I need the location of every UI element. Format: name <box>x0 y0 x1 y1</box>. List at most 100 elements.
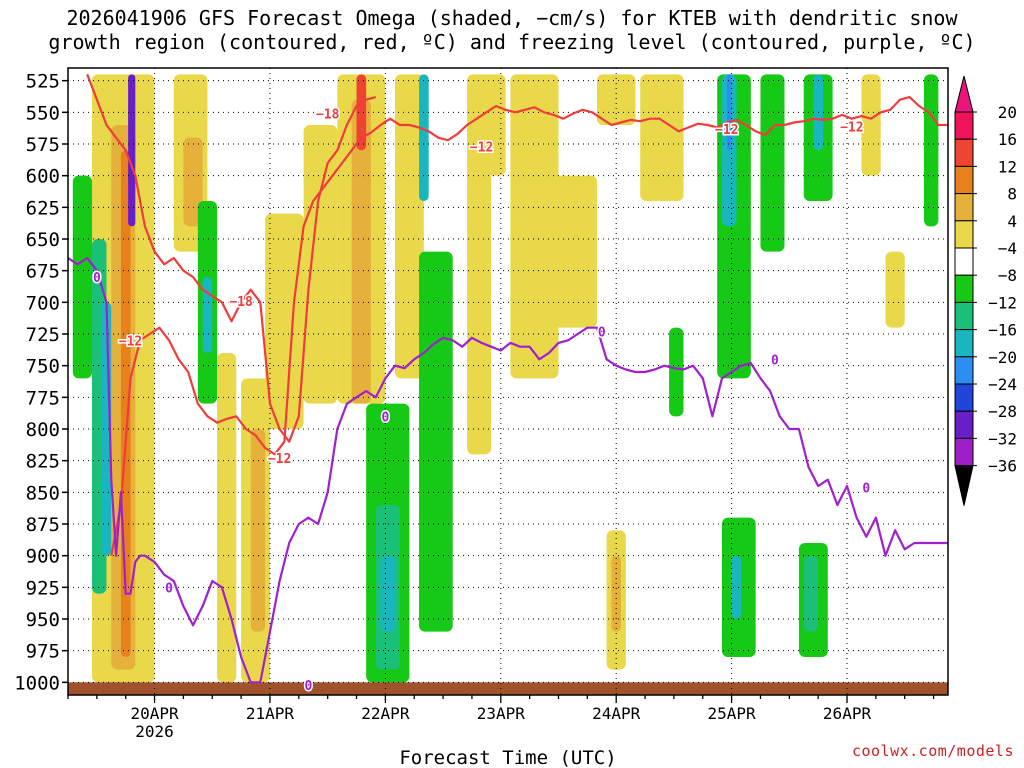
colorbar: 20 16 12 8 4 −4 −8 −12 −16 −20 −24 −28 −32 −36 <box>954 75 1017 506</box>
contour-label-4: −12 <box>840 120 863 135</box>
omega-region-44 <box>861 74 881 176</box>
x-tick-label-22APR: 22APR <box>361 704 410 723</box>
omega-region-21 <box>380 555 395 632</box>
colorbar-label-5: −4 <box>998 239 1017 258</box>
contour-labels: −18 −18 −12 −12 −12 −12 −12 0 0 0 0 0 0 0 <box>91 106 871 695</box>
omega-region-46 <box>923 74 939 227</box>
y-tick-label-1000: 1000 <box>14 672 60 694</box>
colorbar-band-3 <box>954 193 974 222</box>
colorbar-label-9: −20 <box>988 348 1017 367</box>
contour-label-0: −18 <box>316 108 340 123</box>
chart-title-line-2: growth region (contoured, red, ºC) and f… <box>48 30 976 54</box>
y-tick-label-725: 725 <box>26 324 60 346</box>
chart-title-line-1: 2026041906 GFS Forecast Omega (shaded, −… <box>66 6 958 30</box>
colorbar-label-4: 4 <box>1007 212 1017 231</box>
colorbar-label-8: −16 <box>988 321 1017 340</box>
omega-region-27 <box>510 74 559 379</box>
colorbar-label-0: 20 <box>998 103 1017 122</box>
contour-label-3: −12 <box>715 123 738 138</box>
plot-border <box>67 67 949 696</box>
omega-region-13 <box>250 429 266 632</box>
y-tick-label-750: 750 <box>26 356 60 378</box>
omega-region-18 <box>356 74 367 151</box>
omega-region-32 <box>640 74 684 201</box>
contour-lines <box>68 73 948 684</box>
colorbar-band-6 <box>954 274 974 303</box>
colorbar-band-2 <box>954 165 974 195</box>
colorbar-label-10: −24 <box>988 375 1017 394</box>
colorbar-band-10 <box>954 383 974 412</box>
contour-label-13: 0 <box>862 481 870 496</box>
x-tick-label-20APR: 20APR <box>130 704 179 723</box>
omega-region-14 <box>265 213 304 429</box>
plot-frame <box>67 67 949 696</box>
omega-region-45 <box>885 251 905 328</box>
y-tick-label-775: 775 <box>26 387 60 409</box>
dendritic-contour--18 <box>86 73 377 443</box>
colorbar-band-12 <box>954 437 974 467</box>
contour-label-8: 0 <box>165 581 173 596</box>
omega-region-39 <box>760 74 785 252</box>
colorbar-label-3: 8 <box>1007 185 1017 204</box>
terrain-band <box>68 682 948 695</box>
y-axis: 525 550 575 600 625 650 675 700 725 750 775 800 825 8… <box>14 71 68 694</box>
omega-region-28 <box>553 175 597 328</box>
colorbar-label-12: −32 <box>988 429 1017 448</box>
colorbar-band-8 <box>954 329 974 358</box>
omega-region-24 <box>419 251 453 632</box>
y-tick-label-925: 925 <box>26 577 60 599</box>
y-tick-label-600: 600 <box>26 166 60 188</box>
omega-region-33 <box>669 327 684 417</box>
x-tick-sublabel-2026: 2026 <box>135 722 174 741</box>
contour-label-1: −18 <box>229 295 253 310</box>
omega-region-22 <box>394 74 424 379</box>
colorbar-band-1 <box>954 138 974 167</box>
y-tick-label-950: 950 <box>26 609 60 631</box>
terrain-surface <box>68 682 948 695</box>
contour-label-10: 0 <box>381 410 389 425</box>
freezing-level-contour-0 <box>68 256 948 684</box>
omega-region-10 <box>202 277 213 353</box>
omega-region-31 <box>596 74 636 125</box>
y-tick-label-525: 525 <box>26 71 60 93</box>
x-tick-label-25APR: 25APR <box>708 704 757 723</box>
colorbar-label-13: −36 <box>988 457 1017 476</box>
omega-region-11 <box>217 353 237 683</box>
colorbar-band-7 <box>954 301 974 331</box>
omega-region-15 <box>303 125 338 404</box>
colorbar-band-4 <box>954 220 974 249</box>
contour-label-9: 0 <box>305 679 313 694</box>
chart-title: 2026041906 GFS Forecast Omega (shaded, −… <box>0 6 1024 54</box>
colorbar-label-2: 12 <box>998 157 1017 176</box>
colorbar-band-5 <box>954 247 974 276</box>
colorbar-label-7: −12 <box>988 293 1017 312</box>
y-tick-label-550: 550 <box>26 102 60 124</box>
colorbar-band-11 <box>954 410 974 439</box>
y-tick-label-675: 675 <box>26 261 60 283</box>
y-tick-label-875: 875 <box>26 514 60 536</box>
omega-region-8 <box>183 137 203 227</box>
colorbar-band-0 <box>954 111 974 140</box>
credit-text: coolwx.com/models <box>851 742 1014 760</box>
colorbar-band-9 <box>954 356 974 385</box>
omega-region-26 <box>481 74 506 176</box>
y-tick-label-975: 975 <box>26 641 60 663</box>
omega-region-36 <box>726 74 732 151</box>
y-tick-label-900: 900 <box>26 546 60 568</box>
contour-label-11: 0 <box>598 325 606 340</box>
y-tick-label-700: 700 <box>26 292 60 314</box>
contour-label-12: 0 <box>771 353 779 368</box>
contour-label-7: 0 <box>93 271 101 286</box>
y-tick-label-650: 650 <box>26 229 60 251</box>
y-tick-label-825: 825 <box>26 451 60 473</box>
x-tick-label-23APR: 23APR <box>477 704 526 723</box>
y-tick-label-575: 575 <box>26 134 60 156</box>
omega-region-3 <box>72 175 93 379</box>
contour-label-2: −12 <box>470 141 493 156</box>
omega-region-38 <box>731 555 742 619</box>
x-axis-label: Forecast Time (UTC) <box>399 747 616 768</box>
omega-region-6 <box>128 74 136 227</box>
omega-region-23 <box>419 74 429 201</box>
x-tick-label-21APR: 21APR <box>246 704 295 723</box>
